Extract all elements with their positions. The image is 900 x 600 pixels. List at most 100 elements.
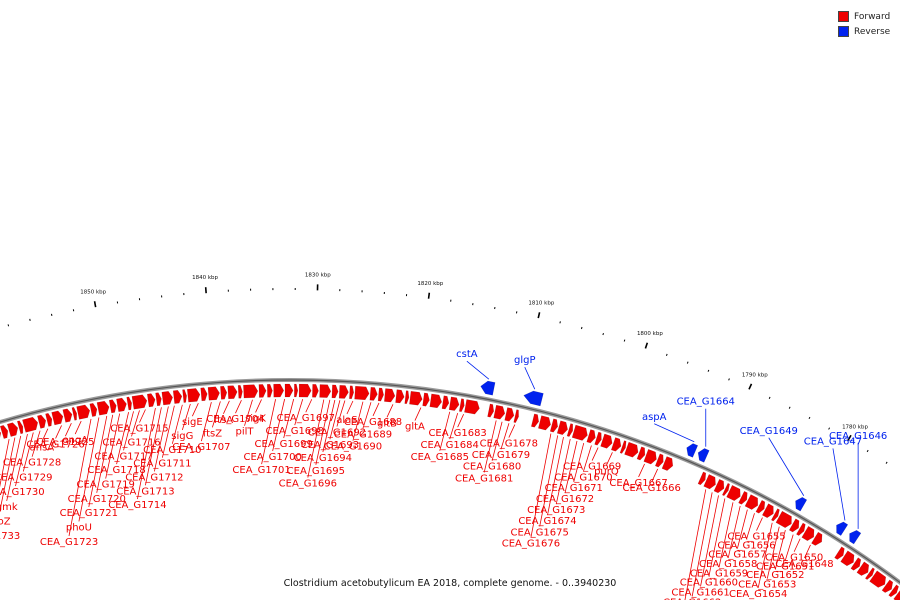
forward-gene-arrow xyxy=(294,383,299,398)
forward-leader-line xyxy=(200,401,212,442)
forward-gene-label: CEA_G1654 xyxy=(729,589,787,600)
forward-gene-label: CEA_G1733 xyxy=(0,531,20,542)
forward-gene-label: CEA_G1701 xyxy=(232,465,290,476)
forward-leader-line xyxy=(793,538,801,552)
forward-gene-label: CEA_G1655 xyxy=(727,532,785,543)
forward-leader-line xyxy=(757,522,773,588)
forward-leader-line xyxy=(746,513,755,540)
reverse-gene-label: CEA_G1646 xyxy=(829,431,887,442)
forward-gene-label: CEA_G1707 xyxy=(172,442,230,453)
forward-leader-line xyxy=(774,530,786,570)
forward-gene-arrow xyxy=(448,396,460,411)
scale-tick xyxy=(602,332,604,336)
forward-gene-arrow xyxy=(17,420,24,435)
forward-gene-label: gltB xyxy=(377,418,397,429)
forward-gene-arrow xyxy=(0,425,9,439)
forward-gene-arrow xyxy=(273,383,285,398)
forward-gene-arrow xyxy=(834,546,845,560)
forward-gene-label: CEA_G1685 xyxy=(411,452,469,463)
tick-label: 1780 kbp xyxy=(842,424,868,430)
forward-gene-arrow xyxy=(284,383,294,398)
forward-leader-line xyxy=(362,402,372,429)
scale-tick xyxy=(728,378,730,381)
forward-gene-arrow xyxy=(856,561,870,576)
forward-leader-line xyxy=(0,437,16,513)
forward-gene-arrow xyxy=(619,440,627,454)
forward-gene-label: CEA_G1669 xyxy=(563,462,621,473)
forward-gene-label: CEA_G1657 xyxy=(708,550,766,561)
forward-gene-arrow xyxy=(762,503,774,519)
reverse-gene-label: glgP xyxy=(514,355,536,366)
forward-gene-label: CEA_G1675 xyxy=(511,527,569,538)
forward-gene-arrow xyxy=(331,384,339,399)
forward-gene-arrow xyxy=(172,390,183,404)
reverse-leader-line xyxy=(466,360,490,380)
forward-gene-arrow xyxy=(319,384,332,398)
forward-leader-line xyxy=(322,399,336,453)
forward-gene-arrow xyxy=(108,399,117,414)
forward-leader-line xyxy=(547,437,564,516)
forward-leader-line xyxy=(708,498,726,577)
forward-gene-label: CEA_G1699 xyxy=(255,439,313,450)
forward-gene-label: CEA_G1723 xyxy=(40,537,98,548)
forward-leader-line xyxy=(139,409,146,423)
forward-gene-label: CEA_G1730 xyxy=(0,487,45,498)
forward-gene-label: CEA_G1700 xyxy=(243,452,301,463)
forward-leader-line xyxy=(22,432,34,472)
forward-gene-arrow xyxy=(586,429,596,444)
forward-leader-line xyxy=(784,534,794,561)
legend-forward: Forward xyxy=(838,9,890,24)
forward-gene-arrow xyxy=(429,393,442,409)
forward-gene-label: CEA_G1671 xyxy=(545,483,603,494)
forward-gene-arrow xyxy=(610,437,622,452)
forward-gene-label: CEA_G1712 xyxy=(125,472,183,483)
scale-tick xyxy=(580,326,583,330)
forward-gene-label: phoU xyxy=(66,522,92,533)
reverse-track xyxy=(480,380,862,545)
reverse-gene-arrow xyxy=(523,390,544,407)
forward-gene-label: CEA_G1670 xyxy=(554,472,612,483)
forward-leader-line xyxy=(684,489,707,600)
forward-gene-label: CEA_G1728 xyxy=(3,458,61,469)
forward-gene-label: CEA_G1651 xyxy=(756,562,814,573)
forward-gene-label: gmk xyxy=(0,502,18,513)
reverse-leader-line xyxy=(654,423,695,443)
forward-gene-arrow xyxy=(349,385,354,400)
reverse-gene-label: aspA xyxy=(642,412,667,423)
forward-leader-line xyxy=(294,398,304,426)
forward-leader-line xyxy=(255,399,262,413)
forward-gene-arrow xyxy=(493,404,506,420)
forward-leader-line xyxy=(530,433,552,538)
genome-backbone xyxy=(0,378,900,586)
forward-gene-arrow xyxy=(76,404,91,420)
forward-gene-arrow xyxy=(96,400,110,416)
scale-tick xyxy=(788,406,791,409)
forward-gene-label: CEA_G1688 xyxy=(344,417,402,428)
scale-tick xyxy=(537,312,541,319)
scale-tick xyxy=(808,416,811,420)
forward-gene-arrow xyxy=(893,590,900,600)
forward-gene-arrow xyxy=(409,391,423,406)
forward-gene-arrow xyxy=(37,414,47,429)
forward-leader-line xyxy=(131,410,140,437)
forward-gene-label: alaS xyxy=(336,415,357,426)
forward-leader-line xyxy=(283,398,295,439)
forward-gene-arrow xyxy=(504,407,515,422)
scale-tick xyxy=(748,383,753,390)
forward-gene-arrow xyxy=(556,420,568,435)
forward-gene-arrow xyxy=(654,453,664,468)
forward-leader-line xyxy=(766,526,780,579)
forward-leader-line xyxy=(804,544,811,559)
forward-gene-label: CEA_G1667 xyxy=(609,478,667,489)
forward-gene-label: CEA_G1716 xyxy=(102,437,160,448)
forward-leader-line xyxy=(145,407,162,486)
forward-gene-label: ftsZ xyxy=(203,428,222,439)
forward-gene-arrow xyxy=(384,388,396,403)
scale-tick xyxy=(828,427,831,430)
forward-gene-label: CEA_G1697 xyxy=(277,413,335,424)
forward-gene-arrow xyxy=(513,409,519,423)
forward-leader-line xyxy=(583,445,592,472)
forward-gene-arrow xyxy=(661,456,674,471)
forward-gene-arrow xyxy=(243,384,259,399)
